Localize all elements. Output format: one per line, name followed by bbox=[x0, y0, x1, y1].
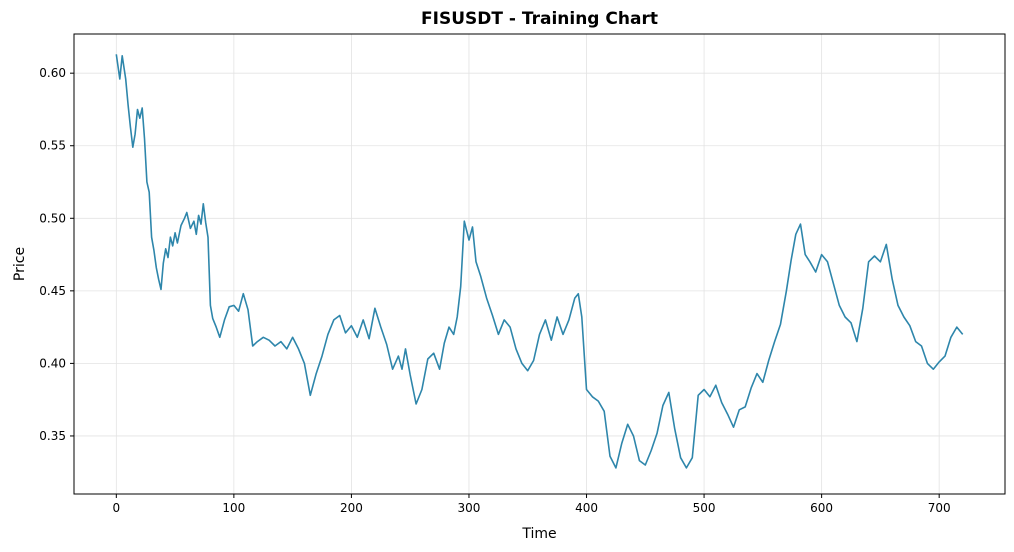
tick-layer: 0 100 200 300 400 500 600 700 0.35 0.40 0.45 0.50 0.… bbox=[39, 66, 950, 515]
x-tick-label: 700 bbox=[928, 501, 951, 515]
price-series-line bbox=[115, 54, 964, 469]
y-axis-title: Price bbox=[12, 247, 28, 281]
y-tick-label: 0.50 bbox=[39, 211, 66, 225]
y-tick-label: 0.55 bbox=[39, 139, 66, 153]
x-axis-title: Time bbox=[521, 526, 556, 542]
x-tick-label: 500 bbox=[693, 501, 716, 515]
y-tick-label: 0.35 bbox=[39, 429, 66, 443]
y-tick-label: 0.40 bbox=[39, 356, 66, 370]
y-tick-label: 0.60 bbox=[39, 66, 66, 80]
series-layer bbox=[115, 54, 964, 469]
x-tick-label: 300 bbox=[458, 501, 481, 515]
x-tick-label: 600 bbox=[810, 501, 833, 515]
chart-title: FISUSDT - Training Chart bbox=[421, 9, 658, 29]
x-tick-label: 100 bbox=[222, 501, 245, 515]
y-tick-label: 0.45 bbox=[39, 284, 66, 298]
grid-layer bbox=[74, 34, 1005, 494]
x-tick-label: 200 bbox=[340, 501, 363, 515]
x-tick-label: 0 bbox=[112, 501, 120, 515]
plot-frame bbox=[73, 33, 1006, 495]
x-tick-label: 400 bbox=[575, 501, 598, 515]
